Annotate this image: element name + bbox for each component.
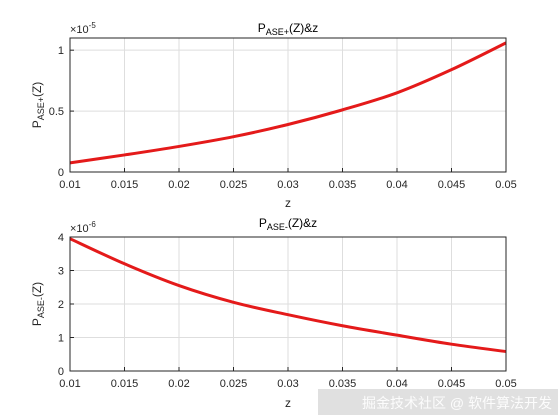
- x-axis-label-bottom: z: [285, 396, 291, 410]
- axes-box-bottom: [69, 236, 507, 372]
- grid-bottom: [69, 236, 507, 372]
- y-exponent-bottom: ×10-6: [70, 220, 96, 235]
- y-exponent-top: ×10-5: [70, 21, 96, 36]
- watermark-backdrop: [318, 389, 558, 415]
- y-ticks-bottom: 0 1 2 3 4: [58, 232, 74, 378]
- chart-title-top: PASE+(Z)&z: [258, 21, 319, 37]
- x-tick-label: 0.01: [59, 179, 80, 191]
- y-tick-label: 3: [58, 266, 64, 278]
- y-axis-label-top: PASE+(Z): [30, 82, 46, 129]
- series-line-bottom: [69, 237, 507, 354]
- x-tick-label: 0.045: [438, 378, 466, 390]
- x-axis-label-top: z: [285, 196, 291, 210]
- x-tick-label: 0.01: [59, 378, 80, 390]
- x-ticks-bottom: 0.01 0.015 0.02 0.025 0.03 0.035 0.04 0.045 0.05: [59, 367, 517, 390]
- x-tick-label: 0.025: [220, 378, 248, 390]
- y-tick-label: 0.5: [49, 106, 64, 118]
- x-tick-label: 0.03: [277, 378, 298, 390]
- chart-title-bottom: PASE-(Z)&z: [259, 216, 317, 232]
- y-axis-label-bottom: PASE-(Z): [30, 282, 46, 326]
- x-tick-label: 0.02: [168, 378, 189, 390]
- x-tick-label: 0.035: [329, 378, 357, 390]
- plot-bottom: 0.01 0.015 0.02 0.025 0.03 0.035 0.04 0.045 0.05…: [30, 216, 517, 410]
- x-tick-label: 0.045: [438, 179, 466, 191]
- x-tick-label: 0.015: [111, 378, 139, 390]
- plot-top: 0.01 0.015 0.02 0.025 0.03 0.035 0.04 0.045 0.05…: [30, 21, 517, 210]
- x-tick-label: 0.05: [495, 179, 516, 191]
- watermark-text: 掘金技术社区 @ 软件算法开发: [362, 395, 552, 411]
- y-tick-label: 4: [58, 232, 64, 244]
- series-line-top: [69, 41, 507, 165]
- axes-box-top: [69, 37, 507, 173]
- x-tick-label: 0.035: [329, 179, 357, 191]
- x-tick-label: 0.03: [277, 179, 298, 191]
- y-tick-label: 2: [58, 299, 64, 311]
- x-tick-label: 0.02: [168, 179, 189, 191]
- y-tick-label: 0: [58, 366, 64, 378]
- x-tick-label: 0.04: [386, 179, 407, 191]
- y-tick-label: 0: [58, 167, 64, 179]
- x-ticks-top: 0.01 0.015 0.02 0.025 0.03 0.035 0.04 0.045 0.05: [59, 168, 517, 191]
- x-tick-label: 0.025: [220, 179, 248, 191]
- y-tick-label: 1: [58, 45, 64, 57]
- y-tick-label: 1: [58, 333, 64, 345]
- x-tick-label: 0.015: [111, 179, 139, 191]
- x-tick-label: 0.04: [386, 378, 407, 390]
- x-tick-label: 0.05: [495, 378, 516, 390]
